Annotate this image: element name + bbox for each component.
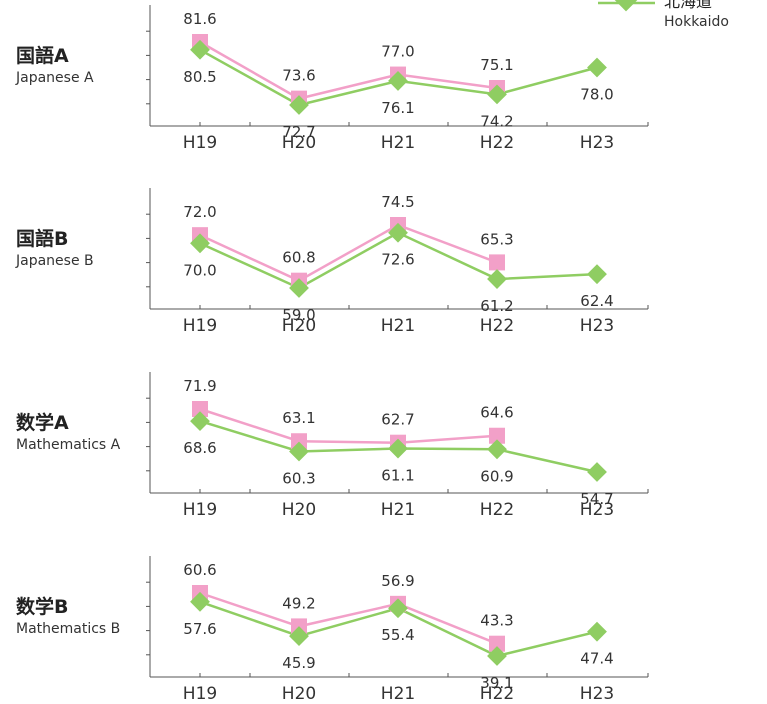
data-point-hokkaido xyxy=(487,269,507,289)
data-point-hokkaido xyxy=(190,411,210,431)
x-tick-label: H21 xyxy=(381,684,415,704)
data-label-hokkaido: 61.1 xyxy=(381,467,414,485)
data-label-hokkaido: 74.2 xyxy=(480,112,513,130)
subject-label: 数学A xyxy=(16,411,69,434)
data-label-national: 71.9 xyxy=(183,377,216,395)
x-tick-label: H23 xyxy=(580,133,614,153)
x-tick-label: H19 xyxy=(183,500,217,520)
data-label-hokkaido: 80.5 xyxy=(183,68,216,86)
panel-4: 数学B Mathematics B H19 H20 H21 H22 H23 60.6 49.2 5… xyxy=(16,556,649,704)
data-label-hokkaido: 70.0 xyxy=(183,261,216,279)
x-tick-label: H19 xyxy=(183,316,217,336)
data-label-national: 49.2 xyxy=(282,594,315,612)
data-point-national xyxy=(489,427,505,444)
data-label-hokkaido: 45.9 xyxy=(282,654,315,672)
data-label-hokkaido: 60.9 xyxy=(480,467,513,485)
data-point-hokkaido xyxy=(388,71,408,91)
data-label-hokkaido: 57.6 xyxy=(183,620,216,638)
x-tick-label: H20 xyxy=(282,500,316,520)
data-label-national: 74.5 xyxy=(381,193,414,211)
data-label-hokkaido: 55.4 xyxy=(381,626,414,644)
subject-label: 国語A xyxy=(16,44,69,67)
x-tick-label: H23 xyxy=(580,500,614,520)
data-label-national: 73.6 xyxy=(282,67,315,85)
subject-label: 数学B xyxy=(16,595,68,618)
legend-marker-hokkaido xyxy=(614,0,638,12)
x-tick-label: H22 xyxy=(480,684,514,704)
x-tick-label: H21 xyxy=(381,316,415,336)
subject-label: 国語B xyxy=(16,227,68,250)
data-point-hokkaido xyxy=(289,95,309,115)
data-point-hokkaido xyxy=(487,439,507,460)
data-label-national: 60.6 xyxy=(183,561,216,579)
data-point-hokkaido xyxy=(587,462,607,482)
data-label-hokkaido: 39.1 xyxy=(480,674,513,692)
x-tick-label: H19 xyxy=(183,684,217,704)
data-point-hokkaido xyxy=(289,278,309,298)
data-point-hokkaido xyxy=(587,621,607,642)
data-label-national: 75.1 xyxy=(480,56,513,74)
data-label-national: 81.6 xyxy=(183,10,216,28)
data-point-national xyxy=(291,433,307,450)
x-tick-label: H19 xyxy=(183,133,217,153)
x-tick-label: H21 xyxy=(381,500,415,520)
series-line-national xyxy=(199,40,498,100)
data-label-national: 56.9 xyxy=(381,572,414,590)
subject-label-en: Japanese B xyxy=(15,253,94,269)
data-label-national: 72.0 xyxy=(183,203,216,221)
data-label-national: 65.3 xyxy=(480,230,513,248)
x-tick-label: H23 xyxy=(580,684,614,704)
data-label-hokkaido: 68.6 xyxy=(183,439,216,457)
x-tick-label: H22 xyxy=(480,500,514,520)
data-point-hokkaido xyxy=(289,441,309,462)
data-point-hokkaido xyxy=(487,84,507,105)
series-line-national xyxy=(199,223,498,283)
x-tick-label: H22 xyxy=(480,133,514,153)
x-tick-label: H20 xyxy=(282,684,316,704)
subject-label-en: Mathematics A xyxy=(16,437,121,453)
data-label-national: 77.0 xyxy=(381,43,414,61)
data-label-national: 64.6 xyxy=(480,404,513,422)
data-point-hokkaido xyxy=(587,57,607,78)
series-line-national xyxy=(199,591,498,645)
series-line-national xyxy=(199,407,498,444)
data-label-hokkaido: 61.2 xyxy=(480,297,513,315)
data-point-national xyxy=(489,254,505,271)
data-label-national: 43.3 xyxy=(480,612,513,630)
data-point-national xyxy=(192,401,208,417)
x-tick-label: H21 xyxy=(381,133,415,153)
x-tick-label: H20 xyxy=(282,316,316,336)
chart-panels: 国語A Japanese A H19 H20 H21 H22 H23 81.6 73.6 77.0… xyxy=(15,5,649,704)
data-label-hokkaido: 54.7 xyxy=(580,490,613,508)
data-label-hokkaido: 76.1 xyxy=(381,99,414,117)
subject-label-en: Mathematics B xyxy=(16,621,120,637)
panel-3: 数学A Mathematics A H19 H20 H21 H22 H23 71.9 63.1 6… xyxy=(16,372,649,520)
panel-2: 国語B Japanese B H19 H20 H21 H22 H23 72.0 60.8 74.5… xyxy=(15,188,649,336)
data-label-hokkaido: 59.0 xyxy=(282,306,315,324)
legend-label-hokkaido: 北海道 xyxy=(664,0,712,11)
data-point-hokkaido xyxy=(388,222,408,243)
data-point-hokkaido xyxy=(388,438,408,459)
data-label-hokkaido: 78.0 xyxy=(580,85,613,103)
data-label-national: 63.1 xyxy=(282,409,315,427)
legend-sublabel-hokkaido: Hokkaido xyxy=(664,14,729,30)
x-tick-label: H23 xyxy=(580,316,614,336)
data-point-hokkaido xyxy=(587,264,607,285)
data-label-hokkaido: 72.7 xyxy=(282,123,315,141)
data-label-hokkaido: 72.6 xyxy=(381,251,414,269)
data-label-national: 62.7 xyxy=(381,411,414,429)
legend: 北海道 Hokkaido xyxy=(598,0,729,30)
data-label-hokkaido: 47.4 xyxy=(580,650,613,668)
data-label-hokkaido: 60.3 xyxy=(282,469,315,487)
data-label-hokkaido: 62.4 xyxy=(580,292,613,310)
data-label-national: 60.8 xyxy=(282,249,315,267)
data-point-national xyxy=(489,635,505,652)
x-tick-label: H20 xyxy=(282,133,316,153)
subject-label-en: Japanese A xyxy=(15,70,94,86)
x-tick-label: H22 xyxy=(480,316,514,336)
panel-1: 国語A Japanese A H19 H20 H21 H22 H23 81.6 73.6 77.0… xyxy=(15,5,649,153)
